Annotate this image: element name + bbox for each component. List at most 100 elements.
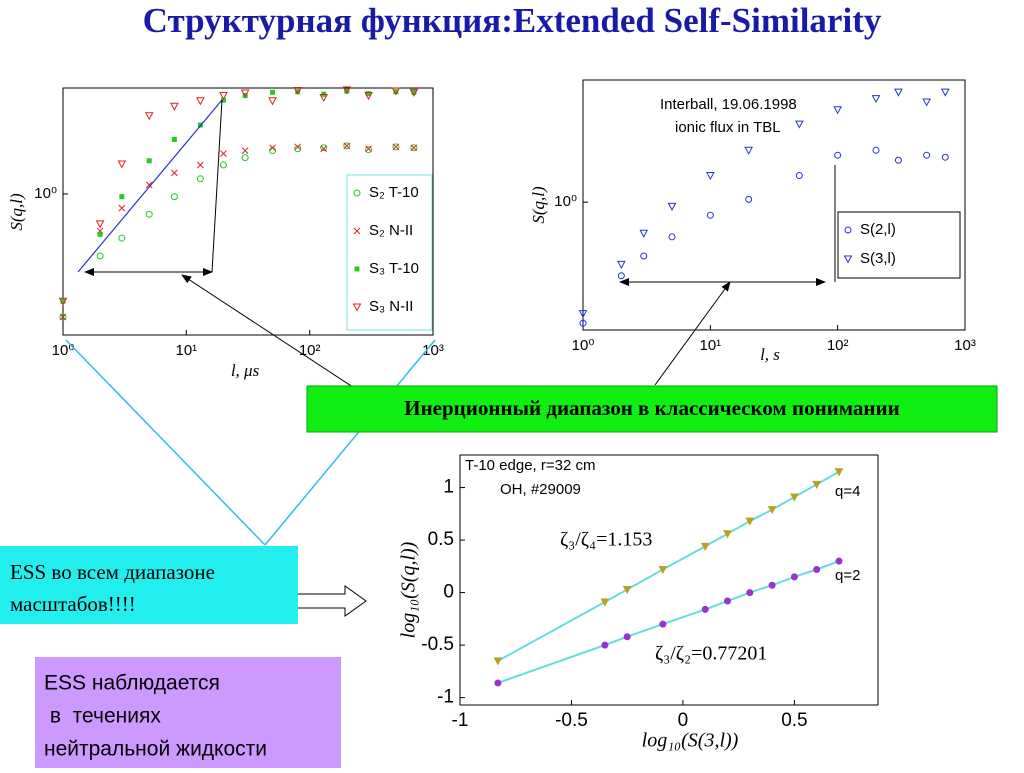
point xyxy=(219,161,227,169)
pointer-line xyxy=(65,339,266,546)
point xyxy=(59,313,67,321)
pointer-line xyxy=(264,339,436,546)
ess-all-text: ESS во всем диапазоне xyxy=(10,560,215,584)
fit-line xyxy=(77,99,223,273)
y-tick-label: -1 xyxy=(437,687,454,708)
charts: 10⁰ 10¹ 10² 10³ 10⁰ S(q,l) l, μs S₂ T-10 S₂ N-II… xyxy=(7,79,976,752)
point xyxy=(196,97,205,106)
point xyxy=(293,86,303,96)
point xyxy=(622,585,632,595)
point xyxy=(118,204,126,212)
point xyxy=(410,144,418,152)
x-tick-label: 10³ xyxy=(422,342,444,359)
point xyxy=(144,112,154,121)
annotation: Interball, 19.06.1998 xyxy=(660,96,797,113)
x-tick-label: 10² xyxy=(827,337,849,354)
point xyxy=(578,310,588,319)
pointer-arrow xyxy=(181,274,366,396)
y-axis-label: S(q,l) xyxy=(7,193,26,231)
point xyxy=(746,589,754,597)
point xyxy=(668,233,676,241)
point xyxy=(700,542,710,551)
legend-marker xyxy=(354,266,360,272)
point xyxy=(393,89,399,95)
ess-fluid-box xyxy=(35,657,341,768)
x-tick-label: -1 xyxy=(452,710,469,731)
y-tick-label: 10⁰ xyxy=(554,193,577,210)
point xyxy=(579,319,587,327)
x-tick-label: 10⁰ xyxy=(572,337,595,354)
point xyxy=(96,252,104,260)
annotation: q=2 xyxy=(835,567,860,584)
x-axis-label: l, s xyxy=(760,345,780,364)
point xyxy=(365,146,373,154)
ess-fluid-text: ESS наблюдается xyxy=(44,672,220,695)
point xyxy=(705,172,715,181)
point xyxy=(364,92,373,101)
point xyxy=(171,136,177,142)
x-tick-label: 10¹ xyxy=(699,337,721,354)
point xyxy=(872,146,880,154)
title: Структурная функция:Extended Self-Simila… xyxy=(143,1,882,40)
point xyxy=(834,468,844,477)
x-tick-label: 0 xyxy=(678,710,689,731)
point xyxy=(60,298,66,304)
point xyxy=(795,172,803,180)
legend-label: S₃ N-II xyxy=(369,298,413,315)
point xyxy=(344,88,350,94)
point xyxy=(623,633,631,641)
legend-label: S₂ T-10 xyxy=(369,184,419,201)
point xyxy=(59,313,67,321)
point xyxy=(342,86,352,95)
inertial-box xyxy=(306,385,998,433)
point xyxy=(320,144,328,152)
point xyxy=(294,143,302,151)
x-axis-label: log₁₀(S(3,l)) xyxy=(642,730,739,752)
point xyxy=(723,530,732,539)
plot-area xyxy=(582,79,966,331)
point xyxy=(701,605,709,613)
point xyxy=(392,143,400,151)
point xyxy=(493,657,503,666)
legend-label: S(3,l) xyxy=(860,250,896,267)
point xyxy=(366,91,372,97)
point xyxy=(745,195,753,203)
point xyxy=(411,89,417,95)
point xyxy=(659,620,667,628)
x-tick-label: 0.5 xyxy=(781,710,807,731)
point xyxy=(220,97,226,103)
point xyxy=(639,229,649,238)
annotation: T-10 edge, r=32 cm xyxy=(465,457,596,474)
point xyxy=(119,194,125,200)
point xyxy=(834,151,842,159)
ess-all-box xyxy=(0,546,298,624)
y-tick-label: 0.5 xyxy=(428,529,454,550)
point xyxy=(240,89,250,98)
point xyxy=(343,142,351,150)
point xyxy=(365,145,372,153)
y-tick-label: 0 xyxy=(443,582,454,603)
annotation: ζ₃/ζ₂=0.77201 xyxy=(655,643,767,665)
point xyxy=(658,565,668,575)
point xyxy=(667,202,677,211)
point xyxy=(268,97,277,106)
point xyxy=(197,161,204,169)
point xyxy=(241,154,249,162)
point xyxy=(790,493,799,502)
point xyxy=(343,142,351,150)
point xyxy=(616,260,626,269)
point xyxy=(145,210,153,218)
legend-marker xyxy=(844,226,852,234)
annotation: OH, #29009 xyxy=(500,481,581,498)
legend-marker xyxy=(353,227,361,235)
inertial-text: Инерционный диапазон в классическом пони… xyxy=(404,396,899,420)
decorations xyxy=(65,99,836,617)
point xyxy=(940,88,950,97)
point xyxy=(170,193,178,201)
point xyxy=(145,181,153,189)
x-tick-label: -0.5 xyxy=(555,710,588,731)
point xyxy=(601,641,609,649)
y-tick-label: -0.5 xyxy=(421,634,454,655)
ess-fluid-text: в течениях xyxy=(44,705,161,728)
